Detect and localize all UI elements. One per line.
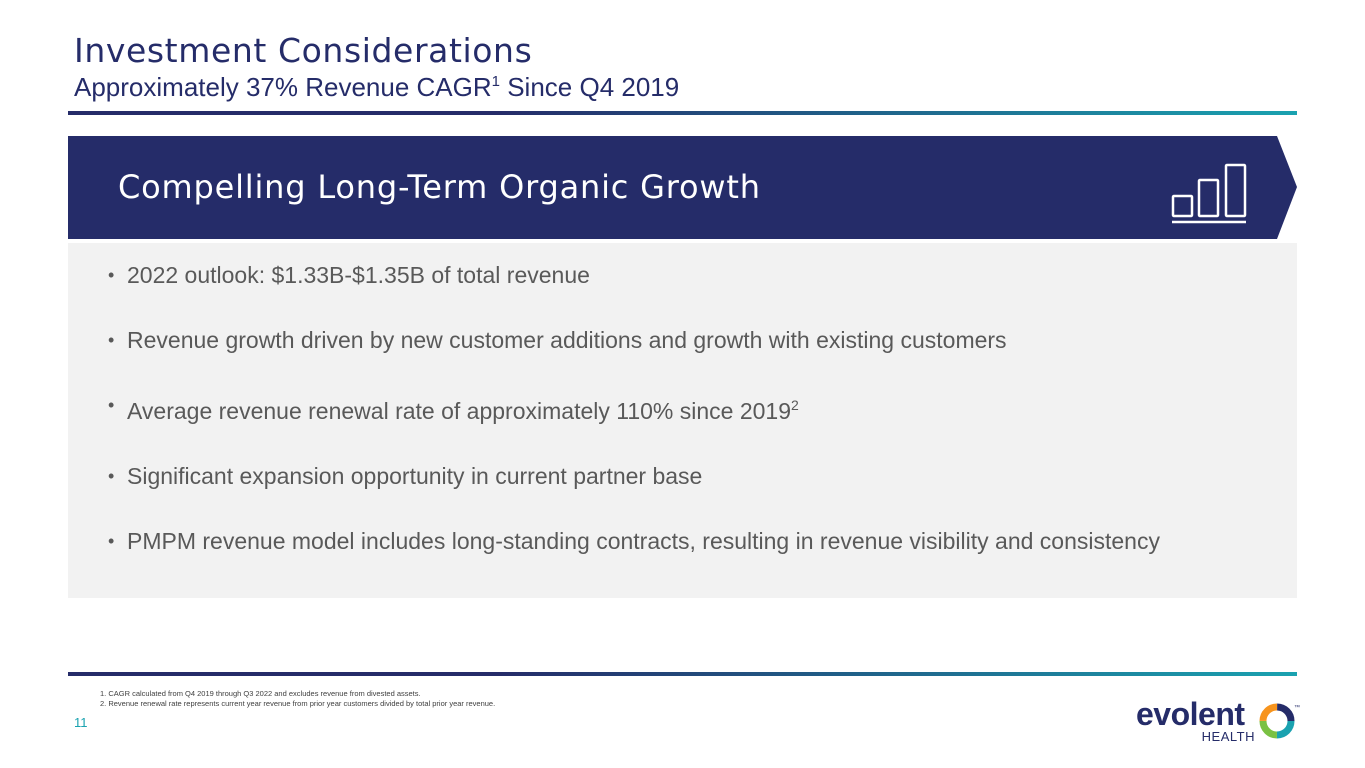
bottom-divider xyxy=(68,672,1297,676)
subtitle-tail: Since Q4 2019 xyxy=(499,72,680,102)
logo-ring-icon xyxy=(1259,703,1295,739)
bullet-item: PMPM revenue model includes long-standin… xyxy=(108,526,1208,556)
bullet-text: 2022 outlook: $1.33B-$1.35B of total rev… xyxy=(127,262,590,288)
bullet-text: Revenue growth driven by new customer ad… xyxy=(127,327,1007,353)
logo-subtext: HEALTH xyxy=(1201,729,1255,744)
page-number: 11 xyxy=(74,715,88,730)
bullet-item: Average revenue renewal rate of approxim… xyxy=(108,390,1208,426)
evolent-health-logo: evolent HEALTH ™ xyxy=(1136,696,1302,746)
bullet-item: Revenue growth driven by new customer ad… xyxy=(108,325,1208,355)
subtitle-text: Approximately 37% Revenue CAGR xyxy=(74,72,492,102)
bullet-item: 2022 outlook: $1.33B-$1.35B of total rev… xyxy=(108,260,1208,290)
bullet-text: PMPM revenue model includes long-standin… xyxy=(127,528,1160,554)
banner-title: Compelling Long-Term Organic Growth xyxy=(118,168,761,206)
footnote: 1. CAGR calculated from Q4 2019 through … xyxy=(100,689,421,698)
logo-wordmark: evolent xyxy=(1136,696,1245,732)
bar-chart-icon xyxy=(1171,163,1247,224)
bullet-item: Significant expansion opportunity in cur… xyxy=(108,461,1208,491)
bullet-text: Significant expansion opportunity in cur… xyxy=(127,463,703,489)
page-subtitle: Approximately 37% Revenue CAGR1 Since Q4… xyxy=(74,72,679,103)
footnote: 2. Revenue renewal rate represents curre… xyxy=(100,699,496,708)
bullet-text: Average revenue renewal rate of approxim… xyxy=(127,398,792,424)
content-panel: 2022 outlook: $1.33B-$1.35B of total rev… xyxy=(68,243,1297,598)
page-title: Investment Considerations xyxy=(74,31,533,70)
bullet-footnote-ref: 2 xyxy=(791,397,799,413)
bullet-list: 2022 outlook: $1.33B-$1.35B of total rev… xyxy=(108,260,1208,591)
top-divider xyxy=(68,111,1297,115)
logo-trademark: ™ xyxy=(1294,705,1300,711)
footnotes: 1. CAGR calculated from Q4 2019 through … xyxy=(100,689,495,709)
section-banner: Compelling Long-Term Organic Growth xyxy=(68,136,1297,239)
subtitle-footnote-ref: 1 xyxy=(491,73,500,90)
